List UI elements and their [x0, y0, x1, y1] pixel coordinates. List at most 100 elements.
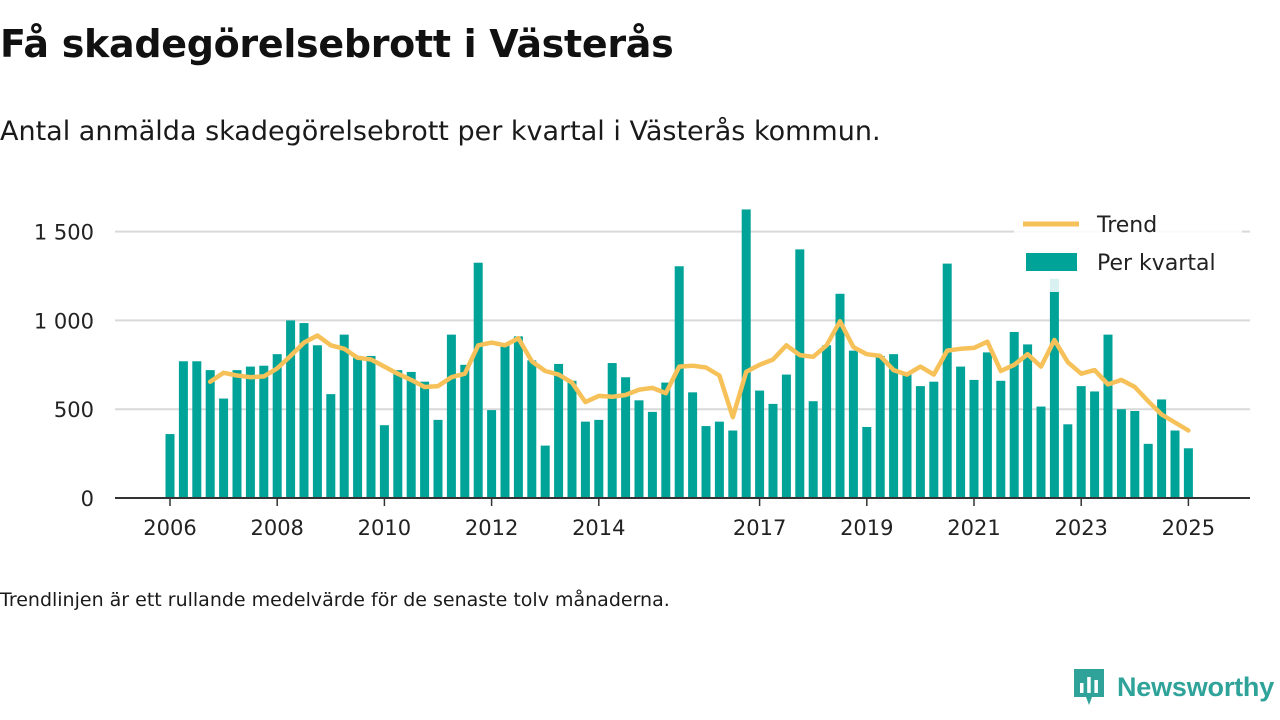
footnote: Trendlinjen är ett rullande medelvärde f…	[0, 589, 670, 611]
x-tick-label: 2006	[143, 516, 196, 540]
bar	[1143, 443, 1153, 498]
y-tick-label: 1 500	[34, 221, 94, 245]
bar	[339, 334, 349, 498]
bar	[996, 380, 1006, 498]
bar	[245, 366, 255, 498]
bar	[1063, 424, 1073, 498]
bar	[929, 381, 939, 498]
brand-logo: Newsworthy	[1072, 666, 1274, 708]
bar	[393, 370, 403, 498]
bar	[875, 355, 885, 498]
bar	[808, 401, 818, 498]
x-tick-label: 2012	[465, 516, 518, 540]
bar	[634, 400, 644, 498]
bar	[1116, 409, 1126, 498]
newsworthy-logo-icon	[1074, 669, 1104, 705]
bar	[768, 403, 778, 498]
bar	[1170, 430, 1180, 498]
bar	[433, 419, 443, 498]
bar	[1036, 406, 1046, 498]
x-tick-label: 2019	[840, 516, 893, 540]
bar	[219, 398, 229, 498]
x-tick-label: 2014	[572, 516, 625, 540]
x-tick-label: 2010	[358, 516, 411, 540]
bar	[956, 366, 966, 498]
trend-series	[207, 319, 1191, 433]
bar	[795, 249, 805, 498]
bar	[688, 392, 698, 498]
bar	[500, 343, 510, 498]
bar	[165, 434, 175, 498]
bar	[513, 336, 523, 498]
trend-line	[207, 319, 1191, 433]
legend-label-trend: Trend	[1096, 213, 1157, 238]
bar	[848, 350, 858, 498]
legend-background	[1014, 204, 1242, 292]
bar	[1130, 410, 1140, 498]
bar	[1090, 391, 1100, 498]
bar	[205, 370, 215, 498]
x-tick-label: 2025	[1162, 516, 1215, 540]
bar	[232, 370, 242, 498]
y-tick-label: 500	[54, 398, 94, 422]
legend-swatch-per-kvartal	[1026, 253, 1077, 271]
bar	[554, 363, 564, 498]
bar	[473, 262, 483, 498]
bar	[915, 386, 925, 498]
bar	[567, 380, 577, 498]
bar	[1103, 334, 1113, 498]
bar	[326, 394, 336, 498]
bar	[982, 352, 992, 498]
chart: 0 500 1 000 1 500 2006 2008 2010 2012 2014 2017 20…	[33, 204, 1250, 540]
bar	[594, 419, 604, 498]
bar	[674, 266, 684, 498]
chart-subtitle: Antal anmälda skadegörelsebrott per kvar…	[0, 116, 881, 147]
bar	[835, 293, 845, 498]
axes: 0 500 1 000 1 500 2006 2008 2010 2012 2014 2017 20…	[34, 221, 1250, 540]
bar	[902, 373, 912, 498]
bar	[728, 430, 738, 498]
bar	[527, 360, 537, 498]
bar	[701, 426, 711, 498]
bar	[1049, 278, 1059, 498]
bar	[942, 263, 952, 498]
bar	[312, 345, 322, 498]
bar	[714, 421, 724, 498]
bar	[540, 445, 550, 498]
brand-name: Newsworthy	[1117, 671, 1275, 702]
bar	[192, 361, 202, 498]
legend: Trend Per kvartal	[1014, 204, 1242, 292]
bar	[755, 390, 765, 498]
bar	[1076, 386, 1086, 498]
bar	[178, 361, 188, 498]
y-tick-label: 0	[81, 487, 94, 511]
bar	[272, 354, 282, 498]
x-tick-label: 2023	[1054, 516, 1107, 540]
bar	[1009, 331, 1019, 498]
bar	[487, 410, 497, 498]
bar	[889, 354, 899, 498]
x-tick-label: 2021	[947, 516, 1000, 540]
y-tick-label: 1 000	[34, 309, 94, 333]
bar	[460, 364, 470, 498]
bar	[299, 323, 309, 498]
bar	[621, 377, 631, 498]
bar	[420, 381, 430, 498]
bar	[379, 425, 389, 498]
bar	[969, 379, 979, 498]
bar	[607, 363, 617, 498]
bar-series	[165, 209, 1193, 498]
bar	[647, 411, 657, 498]
bar	[286, 320, 296, 498]
bar	[862, 426, 872, 498]
bar	[446, 334, 456, 498]
bar	[259, 365, 269, 498]
bar	[741, 209, 751, 498]
chart-title: Få skadegörelsebrott i Västerås	[0, 22, 674, 66]
bar	[406, 371, 416, 498]
bar	[661, 382, 671, 498]
x-tick-label: 2008	[250, 516, 303, 540]
bar	[353, 355, 363, 498]
x-tick-label: 2017	[733, 516, 786, 540]
bar	[1023, 344, 1033, 498]
